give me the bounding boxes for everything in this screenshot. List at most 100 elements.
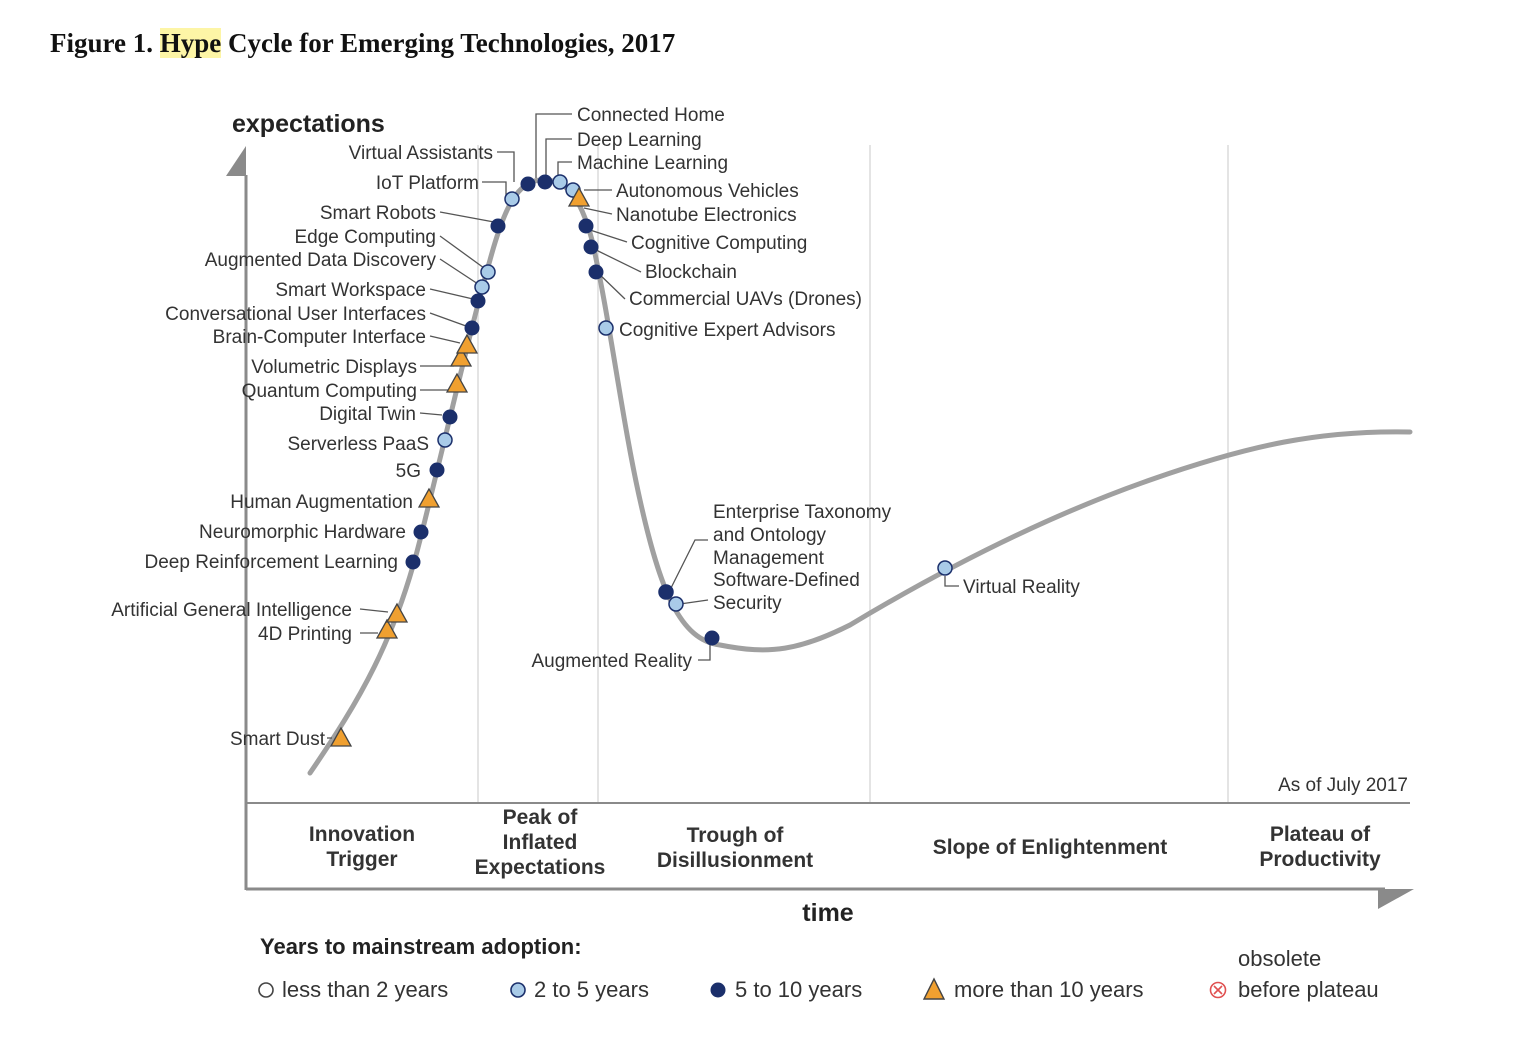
legend-item-obsolete-line1: obsolete (1238, 946, 1321, 971)
phase-label-3-line1: Trough of (687, 824, 785, 847)
legend-item-2-to-5-years: 2 to 5 years (534, 977, 649, 1002)
label-leaders (327, 113, 959, 739)
marker-commercial-uavs-drones (598, 320, 614, 336)
leader-software-defined-security (679, 599, 709, 605)
label-enterprise-taxonomy-and-ontology-management-line1: Enterprise Taxonomy (713, 502, 892, 523)
phase-label-2-line1: Peak of (503, 806, 579, 829)
leader-virtual-assistants (497, 151, 515, 182)
phase-label-5-line1: Plateau of (1270, 823, 1371, 846)
label-4d-printing: 4D Printing (258, 624, 352, 645)
legend-item-more-than-10-years: more than 10 years (954, 977, 1144, 1002)
label-virtual-assistants: Virtual Assistants (349, 143, 493, 164)
phase-label-2-line3: Expectations (475, 856, 606, 879)
label-software-defined-security-line2: Security (713, 593, 782, 614)
y-axis-label: expectations (232, 110, 385, 138)
leader-virtual-reality (944, 576, 959, 587)
label-neuromorphic-hardware: Neuromorphic Hardware (199, 522, 406, 543)
phase-label-5-line2: Productivity (1259, 848, 1381, 871)
legend-obsolete-icon (1209, 981, 1227, 999)
marker-conversational-user-interfaces (464, 320, 480, 336)
marker-deep-learning (552, 174, 568, 190)
label-edge-computing: Edge Computing (294, 227, 436, 248)
leader-connected-home (535, 113, 572, 178)
label-volumetric-displays: Volumetric Displays (251, 357, 417, 378)
label-virtual-reality: Virtual Reality (963, 577, 1080, 598)
marker-digital-twin (442, 409, 458, 425)
label-commercial-uavs-drones: Commercial UAVs (Drones) (629, 289, 862, 310)
label-connected-home: Connected Home (577, 105, 725, 126)
technology-markers (329, 174, 953, 747)
leader-deep-learning (545, 138, 572, 178)
legend-2-to-5-years-icon (510, 982, 526, 998)
x-axis-label: time (802, 899, 854, 927)
leader-smart-robots (439, 211, 495, 223)
leader-blockchain (591, 247, 642, 273)
leader-digital-twin (419, 412, 443, 416)
label-5g: 5G (396, 461, 421, 482)
legend: Years to mainstream adoption: less than … (258, 934, 1379, 1002)
label-conversational-user-interfaces: Conversational User Interfaces (165, 304, 426, 325)
label-iot-platform: IoT Platform (376, 173, 479, 194)
leader-cognitive-computing (589, 229, 628, 243)
label-machine-learning: Machine Learning (577, 153, 728, 174)
label-artificial-general-intelligence: Artificial General Intelligence (111, 600, 352, 621)
marker-cognitive-computing (583, 239, 599, 255)
marker-brain-computer-interface (455, 333, 479, 354)
marker-nanotube-electronics (578, 218, 594, 234)
label-cognitive-computing: Cognitive Computing (631, 233, 807, 254)
label-augmented-data-discovery: Augmented Data Discovery (205, 250, 437, 271)
marker-iot-platform (504, 191, 520, 207)
legend-item-5-to-10-years: 5 to 10 years (735, 977, 862, 1002)
marker-smart-robots (490, 218, 506, 234)
label-smart-robots: Smart Robots (320, 203, 436, 224)
marker-blockchain (588, 264, 604, 280)
leader-augmented-reality (698, 644, 711, 661)
marker-connected-home (537, 174, 553, 190)
axes (226, 146, 1414, 909)
marker-deep-reinforcement-learning (405, 554, 421, 570)
leader-conversational-user-interfaces (429, 312, 467, 327)
label-augmented-reality: Augmented Reality (531, 651, 692, 672)
hype-curve (307, 177, 1413, 776)
marker-virtual-reality (937, 560, 953, 576)
label-software-defined-security-line1: Software-Defined (713, 570, 860, 591)
label-quantum-computing: Quantum Computing (242, 381, 417, 402)
leader-artificial-general-intelligence (359, 608, 389, 613)
legend-title: Years to mainstream adoption: (260, 934, 582, 959)
label-digital-twin: Digital Twin (319, 404, 416, 425)
technology-labels: Smart Dust 4D Printing Artificial General … (111, 105, 1080, 750)
label-serverless-paas: Serverless PaaS (287, 434, 429, 455)
marker-augmented-data-discovery (474, 279, 490, 295)
legend-item-obsolete-line2: before plateau (1238, 977, 1379, 1002)
label-enterprise-taxonomy-and-ontology-management-line2: and Ontology (713, 525, 827, 546)
leader-enterprise-taxonomy-and-ontology-management (669, 539, 708, 591)
phase-label-3-line2: Disillusionment (657, 849, 813, 872)
label-blockchain: Blockchain (645, 262, 737, 283)
phase-label-2-line2: Inflated (503, 831, 578, 854)
marker-quantum-computing (445, 372, 469, 393)
marker-virtual-assistants (520, 176, 536, 192)
marker-software-defined-security (668, 596, 684, 612)
phase-label-1-line1: Innovation (309, 823, 415, 846)
label-autonomous-vehicles: Autonomous Vehicles (616, 181, 799, 202)
as-of-note: As of July 2017 (1278, 775, 1408, 796)
label-nanotube-electronics: Nanotube Electronics (616, 205, 797, 226)
marker-serverless-paas (437, 432, 453, 448)
leader-smart-workspace (429, 288, 474, 300)
label-enterprise-taxonomy-and-ontology-management-line3: Management (713, 548, 825, 569)
marker-smart-dust (329, 726, 353, 747)
leader-brain-computer-interface (429, 335, 461, 344)
label-deep-reinforcement-learning: Deep Reinforcement Learning (145, 552, 399, 573)
legend-5-to-10-years-icon (710, 982, 726, 998)
leader-machine-learning (557, 161, 572, 178)
label-deep-learning: Deep Learning (577, 130, 702, 151)
marker-4d-printing (375, 618, 399, 639)
marker-human-augmentation (417, 487, 441, 508)
leader-iot-platform (482, 181, 507, 197)
marker-artificial-general-intelligence (385, 602, 409, 623)
label-human-augmentation: Human Augmentation (230, 492, 413, 513)
marker-volumetric-displays (449, 346, 473, 367)
legend-more-than-10-years-icon (922, 977, 946, 1000)
leader-nanotube-electronics (583, 207, 613, 215)
